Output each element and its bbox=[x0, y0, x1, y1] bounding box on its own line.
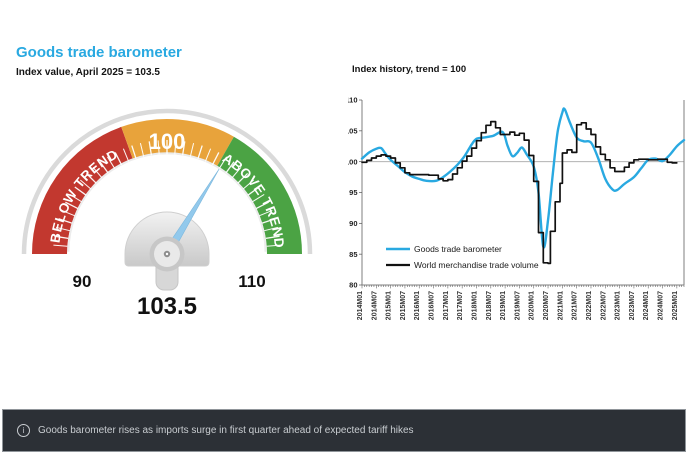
svg-text:2022M01: 2022M01 bbox=[586, 291, 593, 320]
svg-text:90: 90 bbox=[349, 219, 357, 228]
svg-text:2017M01: 2017M01 bbox=[443, 291, 450, 320]
x-axis: 2014M01 2014M07 2015M01 2015M07 2016M01 2016M… bbox=[357, 285, 685, 320]
series-line-0 bbox=[360, 107, 686, 249]
status-bar: i Goods barometer rises as imports surge… bbox=[2, 409, 686, 452]
svg-text:100: 100 bbox=[348, 157, 358, 166]
gauge-outer-ring bbox=[21, 108, 313, 255]
svg-text:2016M01: 2016M01 bbox=[414, 291, 421, 320]
svg-text:105: 105 bbox=[348, 126, 358, 135]
svg-text:110: 110 bbox=[348, 96, 358, 105]
svg-text:2018M07: 2018M07 bbox=[486, 291, 493, 320]
gauge-zone-1 bbox=[121, 118, 234, 168]
svg-text:2015M07: 2015M07 bbox=[400, 291, 407, 320]
svg-text:85: 85 bbox=[349, 250, 357, 259]
svg-text:2022M07: 2022M07 bbox=[600, 291, 607, 320]
svg-text:2023M01: 2023M01 bbox=[615, 291, 622, 320]
svg-text:Goods trade barometer: Goods trade barometer bbox=[414, 244, 502, 254]
gauge-title: Goods trade barometer bbox=[16, 44, 182, 61]
gauge-zone-0 bbox=[32, 126, 134, 255]
svg-text:80: 80 bbox=[349, 281, 357, 290]
line-chart-title: Index history, trend = 100 bbox=[352, 64, 467, 75]
series-line-1 bbox=[361, 120, 678, 265]
svg-text:2023M07: 2023M07 bbox=[629, 291, 636, 320]
svg-text:2018M01: 2018M01 bbox=[471, 291, 478, 320]
y-axis: 80 85 90 95 100 105 110 bbox=[348, 96, 362, 290]
svg-text:2020M07: 2020M07 bbox=[543, 291, 550, 320]
svg-text:2021M01: 2021M01 bbox=[557, 291, 564, 320]
svg-text:2024M07: 2024M07 bbox=[658, 291, 665, 320]
gauge-min-label: 90 bbox=[73, 272, 92, 291]
status-text: Goods barometer rises as imports surge i… bbox=[38, 425, 414, 436]
svg-text:2019M07: 2019M07 bbox=[514, 291, 521, 320]
svg-text:2017M07: 2017M07 bbox=[457, 291, 464, 320]
svg-text:2016M07: 2016M07 bbox=[429, 291, 436, 320]
gauge-top-label: 100 bbox=[149, 129, 186, 154]
gauge-value: 103.5 bbox=[137, 293, 197, 320]
svg-text:2020M01: 2020M01 bbox=[529, 291, 536, 320]
gauge-ticks bbox=[53, 140, 281, 247]
svg-text:2015M01: 2015M01 bbox=[386, 291, 393, 320]
svg-text:2019M01: 2019M01 bbox=[500, 291, 507, 320]
svg-text:2014M01: 2014M01 bbox=[357, 291, 364, 320]
gauge-subtitle: Index value, April 2025 = 103.5 bbox=[16, 67, 160, 78]
line-chart: 808590951001051102014M012014M072015M0120… bbox=[348, 96, 686, 320]
info-icon: i bbox=[17, 424, 30, 437]
svg-text:2024M01: 2024M01 bbox=[643, 291, 650, 320]
svg-text:95: 95 bbox=[349, 188, 357, 197]
gauge-max-label: 110 bbox=[238, 272, 265, 291]
svg-text:World merchandise trade volume: World merchandise trade volume bbox=[414, 260, 539, 270]
svg-text:2021M07: 2021M07 bbox=[572, 291, 579, 320]
gauge-zone-2 bbox=[216, 136, 302, 255]
svg-text:2025M01: 2025M01 bbox=[672, 291, 679, 320]
legend: Goods trade barometer World merchandise t… bbox=[386, 244, 539, 270]
svg-text:2014M07: 2014M07 bbox=[371, 291, 378, 320]
